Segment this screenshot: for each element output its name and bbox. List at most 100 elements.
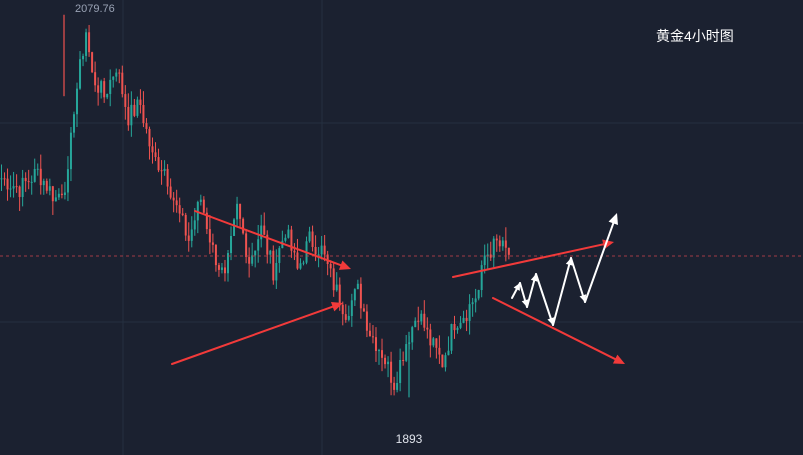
candle-body [486, 254, 489, 256]
candle-body [205, 212, 208, 230]
candle-body [51, 186, 54, 202]
candle-body [338, 284, 341, 305]
candle-body [423, 313, 426, 328]
candle-body [18, 186, 21, 198]
candle-body [145, 123, 148, 129]
candle-body [465, 317, 468, 321]
candle-body [489, 254, 492, 258]
candle-body [160, 170, 163, 172]
high-price-label: 2079.76 [75, 3, 115, 15]
candle-body [341, 304, 344, 315]
candle-body [477, 290, 480, 299]
candle-body [368, 330, 371, 337]
candle-body [344, 314, 347, 320]
candle-body [63, 192, 66, 196]
candle-body [381, 350, 384, 358]
chart-title: 黄金4小时图 [656, 28, 734, 44]
candle-body [163, 168, 166, 171]
candle-body [21, 177, 24, 198]
candle-body [498, 240, 501, 247]
white-path-segment-5 [570, 257, 586, 303]
candle-body [127, 106, 130, 126]
red-arrow-line-2 [452, 242, 608, 278]
candle-body [248, 257, 251, 264]
candle-body [347, 316, 350, 320]
candle-body [402, 359, 405, 361]
candle-body [332, 268, 335, 291]
candle-body [230, 235, 233, 254]
candle-body [504, 240, 507, 248]
candle-body [501, 240, 504, 247]
candle-body [202, 199, 205, 213]
candle-body [263, 225, 266, 235]
candle-body [223, 267, 226, 274]
red-arrow-line-3 [492, 297, 619, 362]
candle-body [417, 320, 420, 322]
candle-body [42, 180, 45, 186]
candle-body [323, 245, 326, 255]
candle-body [353, 289, 356, 301]
candle-body [94, 72, 97, 86]
red-arrow-head-0 [338, 260, 351, 270]
candle-body [299, 263, 302, 269]
candle-body [308, 231, 311, 242]
red-arrow-line-0 [194, 210, 345, 268]
candle-body [76, 88, 78, 115]
candle-body [429, 329, 432, 346]
candle-body [350, 300, 353, 317]
candle-body [335, 284, 338, 291]
candle-body [3, 178, 6, 180]
candle-body [374, 337, 377, 351]
candle-body [242, 218, 245, 234]
candle-body [154, 152, 157, 158]
candle-body [57, 193, 60, 198]
candle-body [27, 181, 30, 183]
candle-body [456, 327, 459, 331]
candle-body [378, 350, 380, 352]
candle-body [169, 186, 172, 198]
candle-body [178, 205, 181, 214]
candle-body [187, 235, 190, 241]
candle-body [435, 338, 438, 348]
candle-body [36, 168, 39, 170]
candle-body [275, 262, 278, 281]
candle-body [130, 104, 133, 126]
candle-body [236, 203, 239, 220]
candle-body [272, 250, 275, 281]
candle-body [329, 263, 332, 269]
candle-body [112, 76, 115, 80]
candle-body [220, 267, 223, 270]
candle-body [384, 357, 387, 365]
candle-body [480, 265, 483, 291]
candle-body [453, 323, 456, 331]
candle-body [124, 94, 127, 107]
candle-body [317, 254, 320, 256]
candle-body [293, 250, 296, 253]
candle-body [166, 168, 169, 187]
candle-body [393, 382, 396, 390]
candle-body [320, 245, 323, 255]
candle-body [371, 336, 374, 338]
candle-body [227, 253, 229, 274]
candle-body [420, 313, 423, 322]
candle-body [269, 250, 272, 255]
candle-body [284, 237, 287, 241]
candle-body [302, 262, 305, 264]
candle-body [33, 168, 36, 182]
candle-body [190, 229, 193, 241]
candle-body [411, 327, 414, 343]
white-path-segment-6 [584, 219, 616, 303]
candle-body [314, 246, 317, 255]
candle-body [438, 347, 441, 355]
candle-body [199, 199, 202, 202]
candle-body [260, 225, 263, 240]
red-trend-arrows [171, 210, 625, 365]
candle-body [88, 32, 91, 53]
candle-body [184, 214, 187, 236]
candle-body [447, 350, 450, 356]
candle-body [142, 104, 145, 124]
candle-body [405, 344, 408, 361]
candle-body [474, 298, 477, 303]
